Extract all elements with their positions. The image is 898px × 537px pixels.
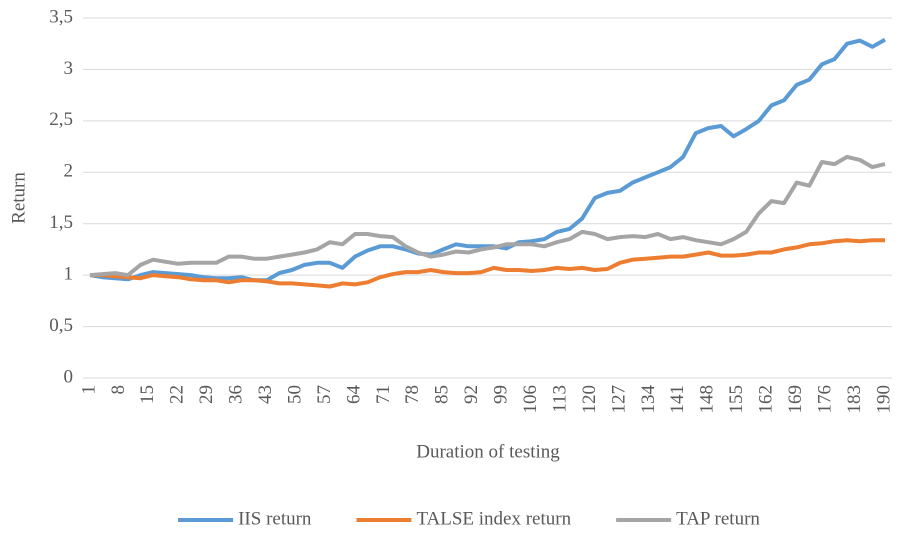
x-tick-label: 169: [785, 385, 806, 414]
y-tick-label: 3,5: [49, 6, 73, 27]
y-tick-label: 2: [64, 161, 74, 182]
x-tick-label: 127: [608, 385, 629, 414]
x-tick-label: 29: [196, 385, 217, 404]
x-tick-label: 43: [255, 385, 276, 404]
x-tick-label: 141: [667, 385, 688, 414]
legend-label: IIS return: [238, 508, 312, 529]
x-tick-label: 92: [461, 385, 482, 404]
y-axis-title: Return: [8, 172, 29, 224]
x-tick-label: 190: [873, 385, 894, 414]
y-tick-label: 0: [64, 366, 74, 387]
x-axis-title: Duration of testing: [416, 441, 560, 462]
x-tick-label: 36: [226, 385, 247, 404]
y-tick-label: 3: [64, 58, 74, 79]
x-tick-label: 22: [167, 385, 188, 404]
x-tick-label: 71: [373, 385, 394, 404]
x-tick-label: 113: [549, 385, 570, 413]
x-tick-label: 99: [491, 385, 512, 404]
x-tick-label: 64: [343, 385, 364, 405]
x-tick-label: 155: [726, 385, 747, 414]
x-tick-label: 134: [638, 385, 659, 414]
y-tick-label: 0,5: [49, 315, 73, 336]
x-tick-label: 57: [314, 385, 335, 404]
x-tick-label: 106: [520, 385, 541, 414]
x-tick-label: 183: [844, 385, 865, 414]
x-tick-label: 176: [814, 385, 835, 414]
line-series: [89, 154, 886, 278]
x-tick-label: 120: [579, 385, 600, 414]
x-tick-label: 15: [137, 385, 158, 404]
line-series: [90, 238, 885, 289]
y-tick-label: 1,5: [49, 212, 73, 233]
x-tick-label: 85: [432, 385, 453, 404]
x-tick-label: 78: [402, 385, 423, 404]
y-tick-label: 2,5: [49, 109, 73, 130]
x-tick-label: 148: [697, 385, 718, 414]
line-series: [89, 37, 886, 283]
legend-label: TALSE index return: [416, 508, 571, 529]
legend-label: TAP return: [676, 508, 760, 529]
y-tick-label: 1: [64, 264, 74, 285]
x-tick-label: 162: [756, 385, 777, 414]
x-tick-label: 50: [284, 385, 305, 404]
x-tick-label: 1: [78, 385, 99, 395]
x-tick-label: 8: [108, 385, 129, 395]
